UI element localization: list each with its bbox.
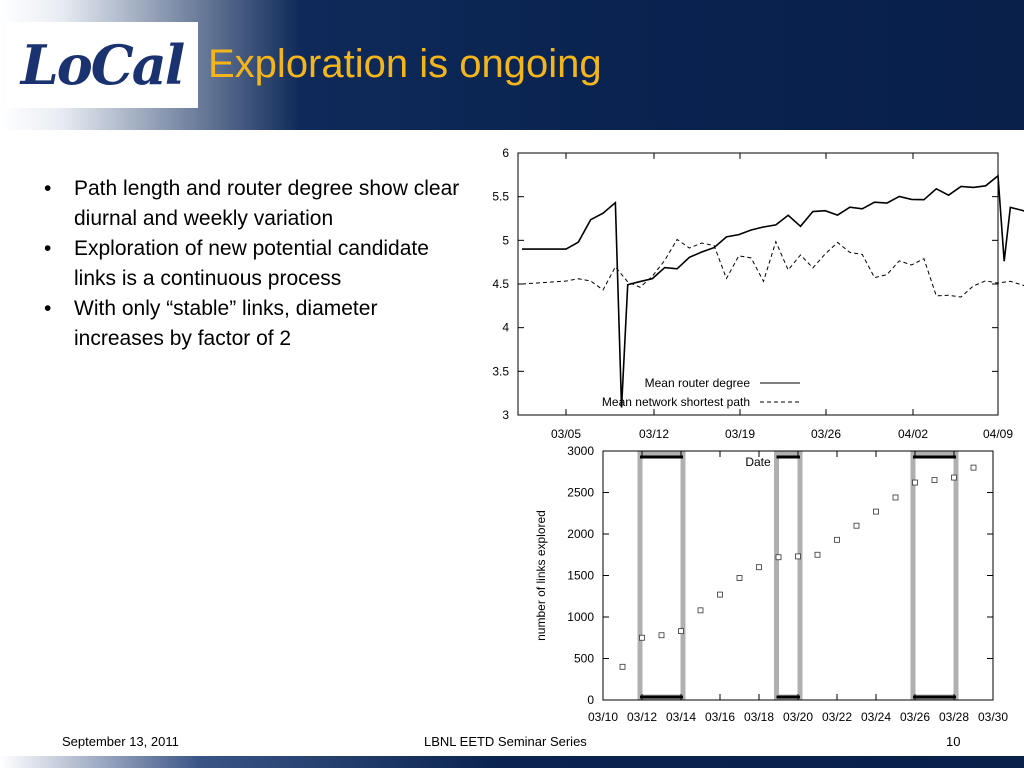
bullet-item: • Exploration of new potential candidate … <box>40 234 460 294</box>
y-tick-label: 5.5 <box>492 190 509 204</box>
x-tick-label: 03/12 <box>639 427 669 441</box>
slide-title: Exploration is ongoing <box>208 42 602 86</box>
x-axis-label: Date <box>745 455 771 469</box>
footer-date: September 13, 2011 <box>62 734 179 749</box>
x-tick-label: 04/02 <box>898 427 928 441</box>
y-tick-label: 5 <box>502 233 509 247</box>
scatter-point <box>697 607 704 614</box>
plot-frame <box>517 152 999 416</box>
x-tick-label: 03/22 <box>822 710 852 724</box>
series-router-degree <box>522 174 1024 408</box>
scatter-point <box>970 464 977 471</box>
y-tick-label: 4.5 <box>492 277 509 291</box>
logo-text: LoCal <box>20 33 185 97</box>
bullet-text: Exploration of new potential candidate l… <box>74 237 429 290</box>
scatter-point <box>795 553 801 560</box>
local-logo: LoCal <box>6 22 198 108</box>
x-tick-label: 04/09 <box>983 427 1013 441</box>
bullet-text: Path length and router degree show clear… <box>74 177 460 230</box>
scatter-point <box>736 575 743 581</box>
scatter-point <box>717 591 723 598</box>
x-tick-label: 03/14 <box>666 710 696 724</box>
x-tick-label: 03/10 <box>588 710 618 724</box>
scatter-point <box>775 554 782 561</box>
y-tick-label: 4 <box>502 321 509 335</box>
x-tick-label: 03/26 <box>811 427 841 441</box>
scatter-point <box>814 551 821 558</box>
y-tick-label: 0 <box>587 693 594 707</box>
x-tick-label: 03/12 <box>627 710 657 724</box>
bullet-item: • With only “stable” links, diameter incr… <box>40 294 460 354</box>
highlight-region <box>637 451 686 700</box>
header-bar: LoCal Exploration is ongoing <box>0 0 1024 130</box>
scatter-point <box>892 494 899 501</box>
bullet-dot: • <box>44 297 52 320</box>
scatter-point <box>678 628 684 635</box>
x-tick-label: 03/26 <box>900 710 930 724</box>
y-tick-label: 6 <box>502 146 509 160</box>
scatter-point <box>951 474 957 481</box>
scatter-point <box>873 508 879 515</box>
bullet-text: With only “stable” links, diameter incre… <box>74 297 378 350</box>
scatter-point <box>756 564 762 571</box>
scatter-point <box>853 522 860 529</box>
highlight-region <box>774 451 803 700</box>
y-tick-label: 3 <box>502 408 509 422</box>
legend-label: Mean network shortest path <box>602 395 750 409</box>
scatter-point <box>912 479 918 486</box>
bullet-dot: • <box>44 177 52 200</box>
x-tick-label: 03/24 <box>861 710 891 724</box>
bullet-list: • Path length and router degree show clea… <box>40 174 460 354</box>
scatter-point <box>619 663 626 670</box>
scatter-point <box>658 632 665 639</box>
x-tick-label: 03/20 <box>783 710 813 724</box>
x-tick-label: 03/16 <box>705 710 735 724</box>
series-shortest-path <box>521 238 1024 298</box>
y-tick-label: 1000 <box>567 610 594 624</box>
y-tick-label: 2500 <box>567 486 594 500</box>
scatter-point <box>639 634 645 641</box>
footer-series: LBNL EETD Seminar Series <box>424 734 587 749</box>
y-tick-label: 1500 <box>567 569 594 583</box>
scatter-point <box>834 536 840 543</box>
y-axis-label: number of links explored <box>534 510 548 641</box>
footer-bar <box>0 756 1024 768</box>
highlight-region <box>910 451 959 700</box>
x-tick-label: 03/30 <box>978 710 1008 724</box>
x-tick-label: 03/05 <box>551 427 581 441</box>
x-tick-label: 03/18 <box>744 710 774 724</box>
x-tick-label: 03/19 <box>725 427 755 441</box>
y-tick-label: 3000 <box>567 444 594 458</box>
legend-label: Mean router degree <box>645 376 751 390</box>
bullet-dot: • <box>44 237 52 260</box>
y-tick-label: 500 <box>574 652 594 666</box>
scatter-point <box>931 477 938 483</box>
x-tick-label: 03/28 <box>939 710 969 724</box>
page-number: 10 <box>946 734 961 749</box>
y-tick-label: 2000 <box>567 527 594 541</box>
bullet-item: • Path length and router degree show clea… <box>40 174 460 234</box>
y-tick-label: 3.5 <box>492 364 509 378</box>
